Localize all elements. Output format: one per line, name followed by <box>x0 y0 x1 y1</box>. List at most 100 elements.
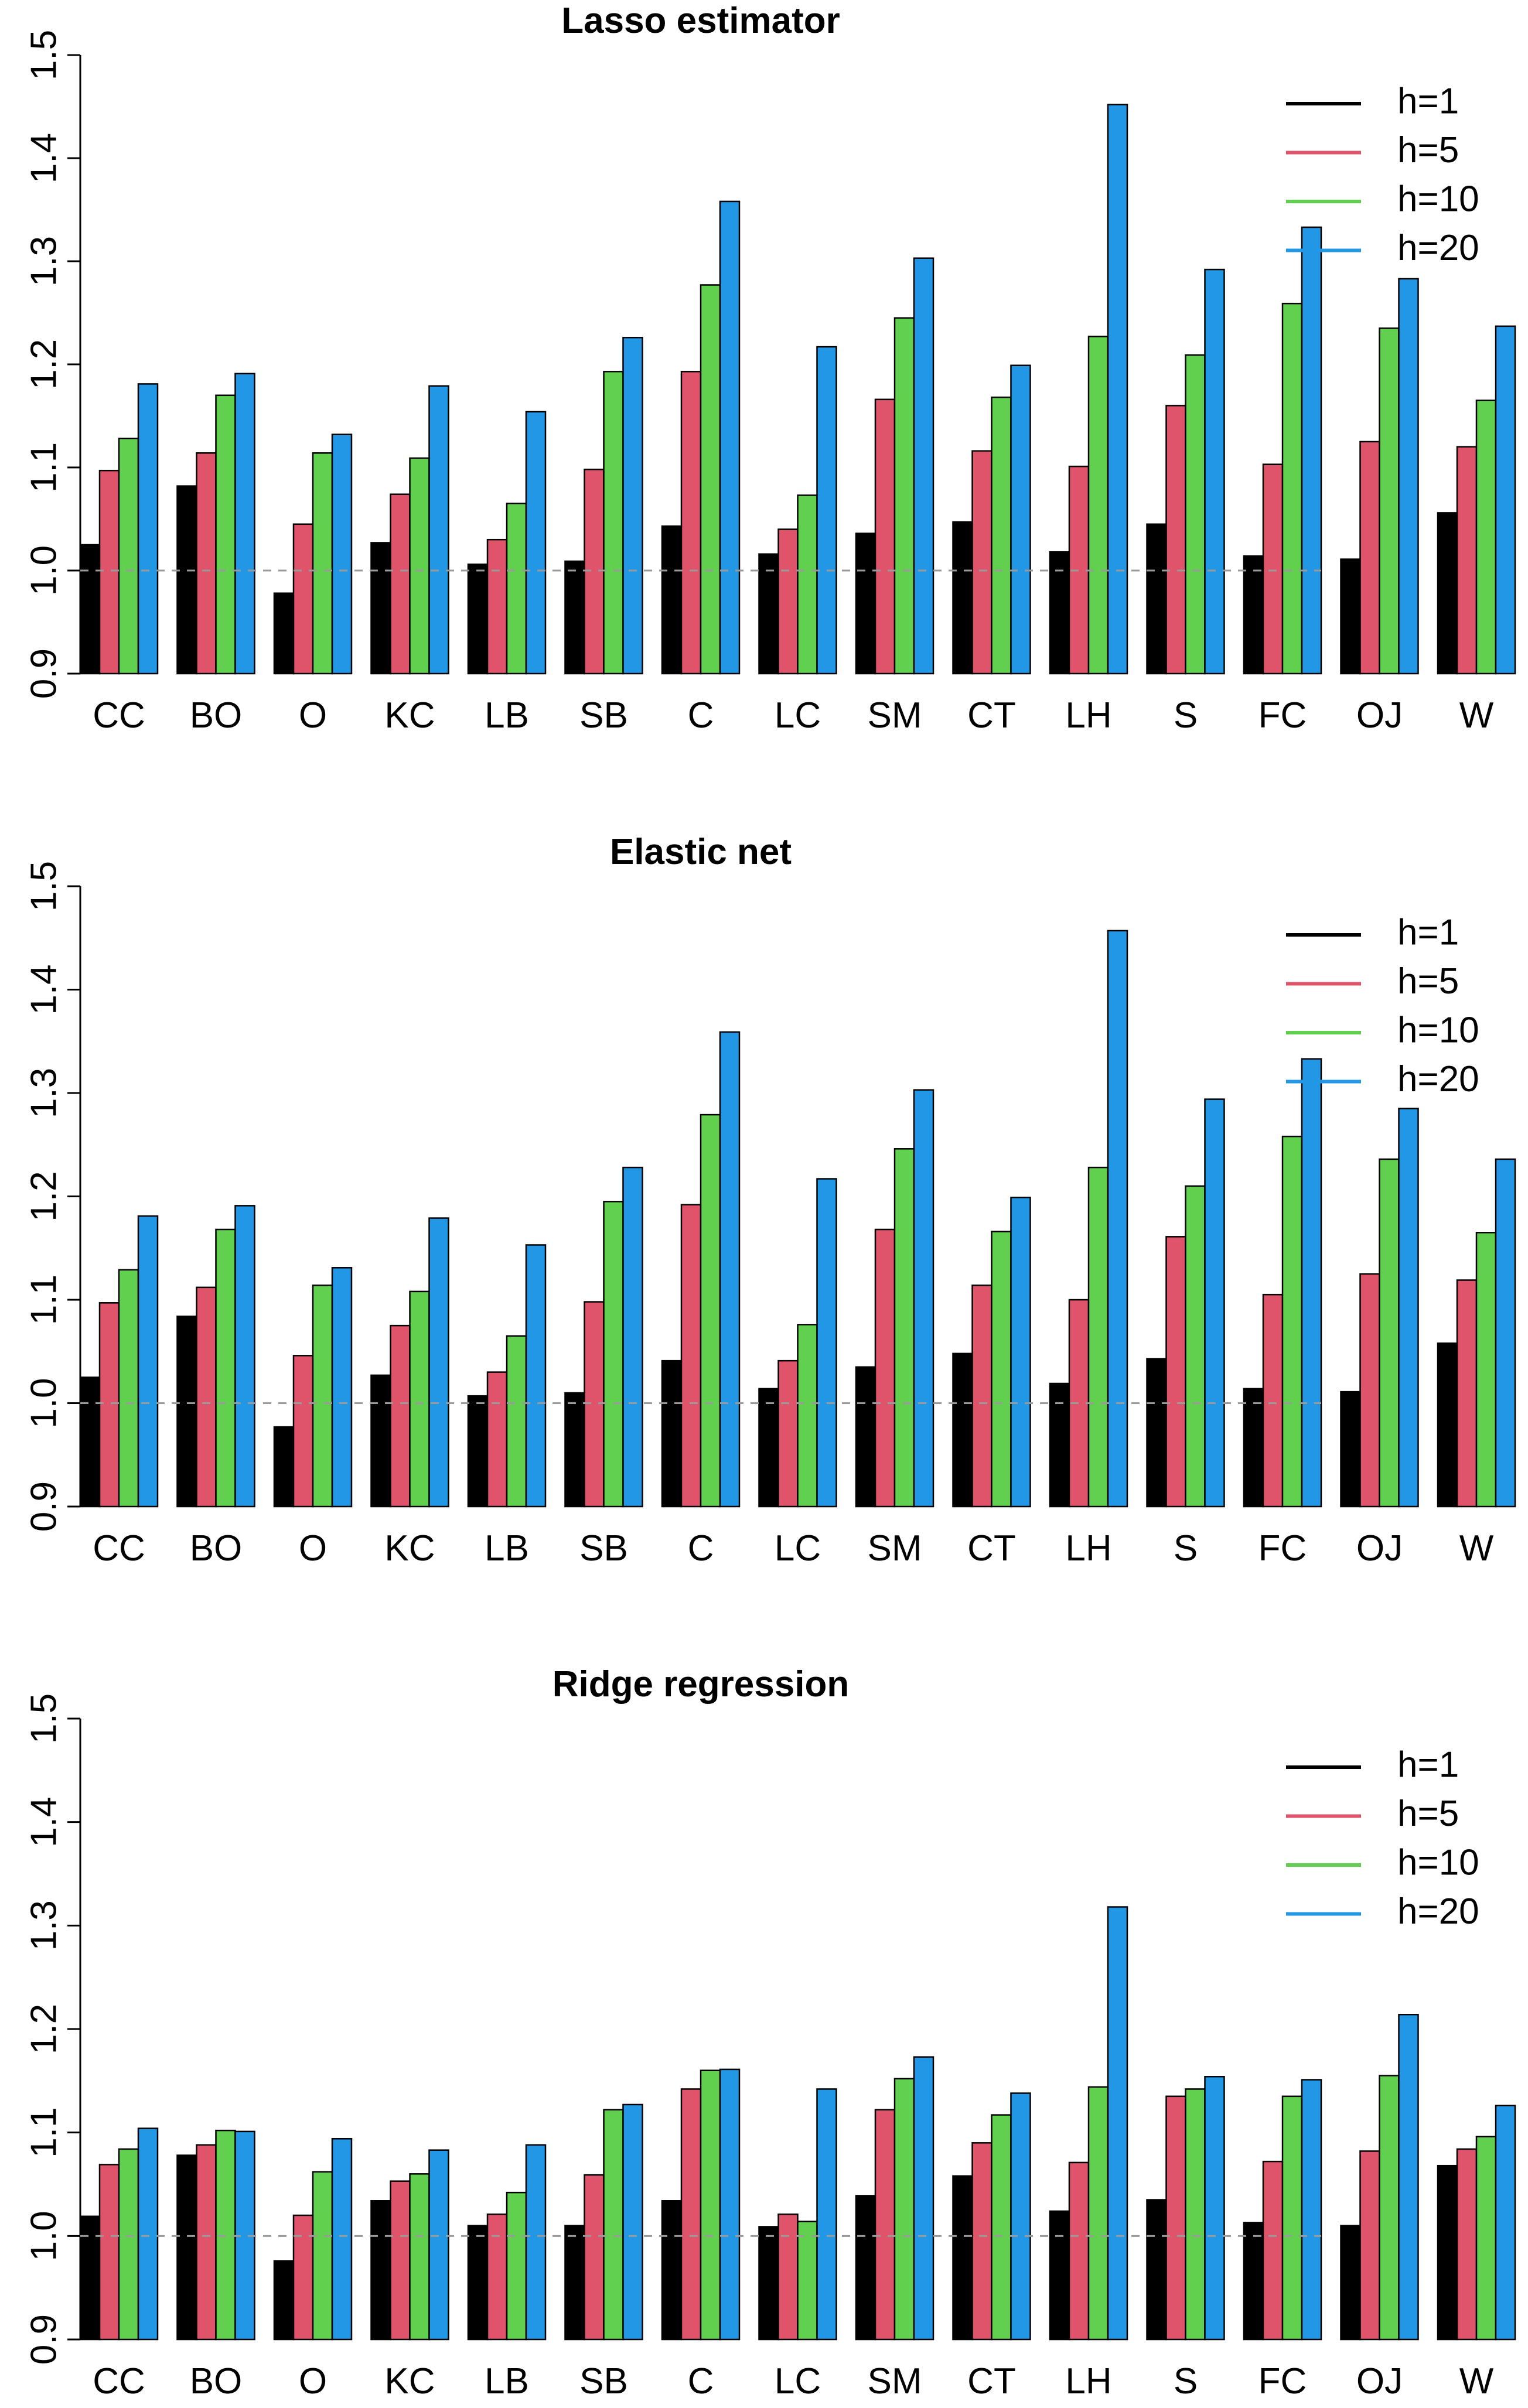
category-label: LB <box>485 1528 529 1569</box>
y-tick-label: 0.9 <box>23 1481 64 1532</box>
category-label: SB <box>579 695 628 736</box>
category-label: CT <box>967 1528 1016 1569</box>
bar-SM-h=5 <box>874 2109 896 2341</box>
legend-label: h=10 <box>1397 1010 1479 1050</box>
bar-C-h=5 <box>680 1204 702 1508</box>
bar-FC-h=1 <box>1243 2222 1264 2341</box>
bar-O-h=10 <box>312 2171 333 2341</box>
legend-label: h=5 <box>1397 130 1459 170</box>
bar-CC-h=10 <box>118 2148 139 2341</box>
bar-BO-h=1 <box>176 485 197 675</box>
bar-LC-h=20 <box>816 2088 837 2341</box>
bar-LH-h=20 <box>1107 1906 1128 2341</box>
bar-LB-h=5 <box>486 2213 508 2341</box>
category-label: SM <box>868 2361 922 2402</box>
chart-panel-3: Ridge regression 0.9 1.0 1.1 1.2 1.3 1.4 1.5 CC B… <box>23 1664 1516 2402</box>
category-label: KC <box>384 1528 435 1569</box>
category-label: BO <box>190 695 243 736</box>
bar-CC-h=1 <box>79 1377 101 1508</box>
bar-LH-h=1 <box>1049 551 1070 675</box>
bar-OJ-h=1 <box>1340 1391 1361 1508</box>
bar-LB-h=5 <box>486 1371 508 1508</box>
bar-CC-h=10 <box>118 438 139 675</box>
bar-FC-h=10 <box>1281 1135 1303 1508</box>
bar-LB-h=1 <box>467 563 489 675</box>
bar-FC-h=5 <box>1262 1293 1284 1508</box>
bar-SM-h=1 <box>855 532 876 675</box>
y-tick-label: 1.4 <box>23 133 64 183</box>
bar-C-h=10 <box>700 284 721 675</box>
bar-KC-h=1 <box>370 542 391 675</box>
bar-LC-h=5 <box>777 1360 799 1508</box>
bar-LC-h=1 <box>758 2226 779 2341</box>
bar-LB-h=1 <box>467 2225 489 2341</box>
bar-CT-h=5 <box>971 2142 992 2341</box>
y-tick-label: 1.1 <box>23 442 64 493</box>
bar-W-h=10 <box>1475 1232 1497 1508</box>
legend-label: h=1 <box>1397 1744 1459 1785</box>
bar-SM-h=10 <box>893 2078 915 2341</box>
bar-KC-h=1 <box>370 1374 391 1508</box>
chart-panel-2: Elastic net 0.9 1.0 1.1 1.2 1.3 1.4 1.5 CC BO O KC L… <box>23 832 1516 1569</box>
bar-LC-h=5 <box>777 2213 799 2341</box>
bar-LH-h=20 <box>1107 104 1128 675</box>
bar-LH-h=10 <box>1087 2086 1109 2341</box>
bar-SB-h=20 <box>622 1166 643 1508</box>
category-label: CC <box>93 2361 145 2402</box>
category-label: OJ <box>1356 1528 1403 1569</box>
bar-S-h=5 <box>1165 1236 1186 1508</box>
bar-CT-h=5 <box>971 450 992 675</box>
bar-FC-h=1 <box>1243 555 1264 675</box>
bar-CT-h=20 <box>1010 364 1031 675</box>
y-tick-label: 1.3 <box>23 1900 64 1951</box>
category-label: BO <box>190 2361 243 2402</box>
bar-KC-h=10 <box>409 1290 430 1508</box>
bar-O-h=1 <box>273 1426 295 1508</box>
chart-title: Elastic net <box>610 832 792 872</box>
bar-S-h=20 <box>1204 268 1225 675</box>
bar-C-h=5 <box>680 2088 702 2341</box>
y-tick-label: 1.4 <box>23 964 64 1015</box>
bar-BO-h=5 <box>196 452 217 675</box>
bar-SB-h=10 <box>603 1201 624 1508</box>
category-label: W <box>1459 2361 1494 2402</box>
bar-SB-h=10 <box>603 371 624 675</box>
category-label: LB <box>485 2361 529 2402</box>
bar-LB-h=20 <box>525 411 547 675</box>
category-label: SB <box>579 2361 628 2402</box>
y-tick-label: 1.0 <box>23 545 64 596</box>
bar-FC-h=20 <box>1301 1058 1322 1508</box>
bar-FC-h=1 <box>1243 1388 1264 1508</box>
bar-S-h=5 <box>1165 405 1186 675</box>
bar-LB-h=10 <box>506 2191 527 2341</box>
bar-OJ-h=5 <box>1359 1273 1380 1508</box>
category-label: BO <box>190 1528 243 1569</box>
bar-S-h=5 <box>1165 2095 1186 2341</box>
category-label: S <box>1174 2361 1198 2402</box>
bar-W-h=1 <box>1437 1342 1458 1508</box>
bar-LH-h=10 <box>1087 1166 1109 1508</box>
category-label: OJ <box>1356 2361 1403 2402</box>
bar-SB-h=5 <box>584 469 605 675</box>
bar-O-h=10 <box>312 1285 333 1508</box>
bar-KC-h=1 <box>370 2200 391 2341</box>
legend-label: h=20 <box>1397 228 1479 268</box>
category-label: W <box>1459 1528 1494 1569</box>
bar-O-h=5 <box>292 523 314 675</box>
bar-O-h=10 <box>312 452 333 675</box>
bar-CT-h=20 <box>1010 2092 1031 2341</box>
bar-SM-h=20 <box>913 2056 934 2341</box>
bar-SM-h=5 <box>874 1228 896 1508</box>
bar-LC-h=1 <box>758 1388 779 1508</box>
bar-LC-h=20 <box>816 1178 837 1508</box>
bar-CT-h=1 <box>952 521 973 675</box>
bar-CC-h=1 <box>79 544 101 675</box>
bar-C-h=1 <box>661 1360 683 1508</box>
category-label: FC <box>1258 1528 1307 1569</box>
category-label: S <box>1174 695 1198 736</box>
bar-FC-h=10 <box>1281 2095 1303 2341</box>
y-tick-label: 1.5 <box>23 30 64 80</box>
bar-C-h=1 <box>661 525 683 675</box>
bar-SM-h=20 <box>913 1089 934 1508</box>
bar-BO-h=20 <box>234 373 255 675</box>
